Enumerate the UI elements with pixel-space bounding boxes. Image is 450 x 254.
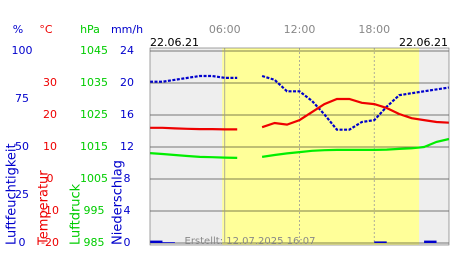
y-tick-label: 985	[84, 236, 105, 249]
y-tick-label: -10	[41, 204, 59, 217]
y-tick-label: 1025	[80, 108, 108, 121]
axis-title: Niederschlag	[111, 160, 126, 245]
y-tick-label: -20	[41, 236, 59, 249]
precip-bar	[150, 240, 163, 243]
y-tick-label: 1005	[80, 172, 108, 185]
daylight	[222, 48, 420, 245]
y-tick-label: 25	[15, 188, 29, 201]
y-tick-label: 30	[43, 76, 57, 89]
y-tick-label: 16	[120, 108, 134, 121]
axis-title: Temperatur	[37, 170, 52, 246]
x-tick-label: 18:00	[358, 23, 390, 36]
y-tick-label: 995	[84, 204, 105, 217]
y-tick-label: 20	[43, 108, 57, 121]
axis-title: Luftdruck	[69, 183, 84, 245]
date-start: 22.06.21	[150, 36, 199, 49]
x-tick-label: 06:00	[209, 23, 241, 36]
axis-title: Luftfeuchtigkeit	[5, 143, 20, 245]
y-tick-label: 0	[124, 236, 131, 249]
precip-bar	[374, 241, 387, 243]
series-line	[150, 74, 450, 131]
y-tick-label: 0	[47, 172, 54, 185]
y-tick-label: 24	[120, 44, 134, 57]
y-tick-label: 20	[120, 76, 134, 89]
y-tick-label: 1015	[80, 140, 108, 153]
y-tick-label: 4	[124, 204, 131, 217]
axis-unit: mm/h	[111, 23, 143, 36]
date-end: 22.06.21	[399, 36, 448, 49]
footer: Erstellt: 12.07.2025 16:07	[185, 236, 316, 247]
y-tick-label: 8	[124, 172, 131, 185]
y-tick-label: 0	[19, 236, 26, 249]
y-tick-label: 12	[120, 140, 134, 153]
series-line	[150, 97, 450, 131]
precip-bar	[162, 242, 175, 243]
precip-bar	[424, 240, 437, 243]
axis-unit: °C	[39, 23, 53, 36]
axis-unit: %	[13, 23, 23, 36]
y-tick-label: 100	[12, 44, 33, 57]
axis-unit: hPa	[80, 23, 100, 36]
y-tick-label: 75	[15, 92, 29, 105]
y-tick-label: 1045	[80, 44, 108, 57]
series-line	[149, 137, 450, 159]
x-tick-label: 12:00	[284, 23, 316, 36]
y-tick-label: 50	[15, 140, 29, 153]
y-tick-label: 10	[43, 140, 57, 153]
plot-frame	[149, 47, 450, 246]
y-tick-label: 1035	[80, 76, 108, 89]
